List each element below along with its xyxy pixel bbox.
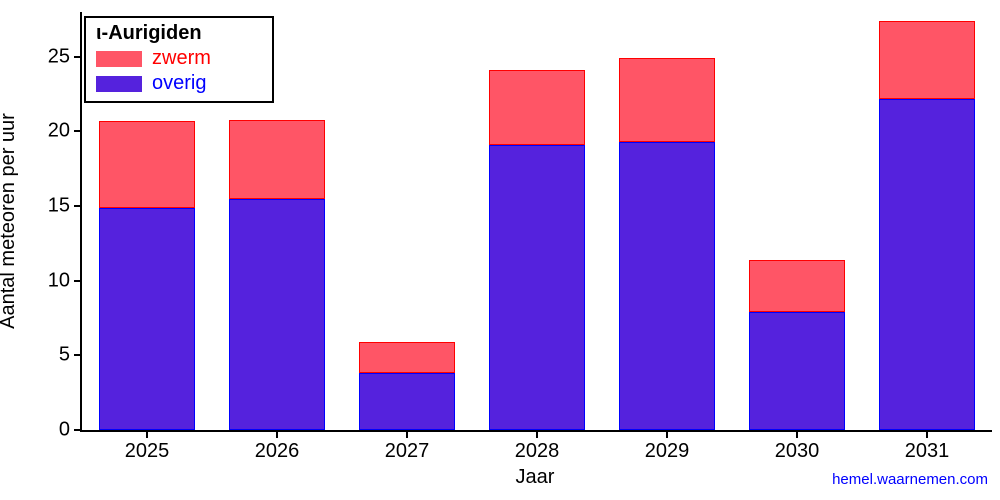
ytick-label: 15 (48, 195, 82, 218)
legend-label: zwerm (152, 47, 211, 70)
bar-seg-zwerm (619, 58, 715, 142)
legend-item-zwerm: zwerm (96, 47, 262, 70)
ytick-label: 20 (48, 120, 82, 143)
xtick-label: 2028 (515, 430, 560, 463)
bar-seg-zwerm (229, 120, 325, 199)
ytick-label: 10 (48, 269, 82, 292)
xtick-label: 2031 (905, 430, 950, 463)
y-axis-label: Aantal meteoren per uur (0, 113, 20, 329)
chart-stage: 05101520252025202620272028202920302031 A… (0, 0, 1000, 500)
bar-seg-zwerm (359, 342, 455, 373)
bar-seg-overig (619, 142, 715, 430)
bar-seg-zwerm (99, 121, 195, 208)
bar-seg-zwerm (879, 21, 975, 99)
legend-title: ι-Aurigiden (96, 22, 262, 45)
xtick-label: 2025 (125, 430, 170, 463)
bar-seg-overig (229, 199, 325, 430)
credit-link[interactable]: hemel.waarnemen.com (832, 471, 988, 488)
x-axis-label: Jaar (516, 466, 555, 489)
legend: ι-Aurigiden zwermoverig (84, 16, 274, 103)
legend-label: overig (152, 72, 206, 95)
bar-seg-zwerm (749, 260, 845, 312)
legend-swatch-overig (96, 76, 142, 92)
bar-seg-overig (99, 208, 195, 430)
xtick-label: 2030 (775, 430, 820, 463)
bar-seg-overig (879, 99, 975, 430)
bar-seg-overig (359, 373, 455, 430)
bar-seg-overig (749, 312, 845, 430)
xtick-label: 2027 (385, 430, 430, 463)
ytick-label: 5 (59, 344, 82, 367)
xtick-label: 2029 (645, 430, 690, 463)
bar-seg-overig (489, 145, 585, 430)
bar-seg-zwerm (489, 70, 585, 145)
xtick-label: 2026 (255, 430, 300, 463)
ytick-label: 25 (48, 45, 82, 68)
ytick-label: 0 (59, 419, 82, 442)
legend-swatch-zwerm (96, 51, 142, 67)
legend-item-overig: overig (96, 72, 262, 95)
